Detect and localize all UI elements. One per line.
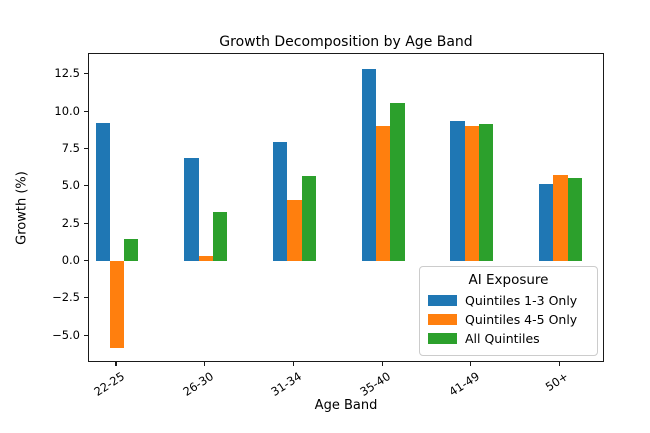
x-tick-label: 50+ xyxy=(542,369,571,394)
x-tick-mark xyxy=(381,362,383,366)
legend-item: Quintiles 1-3 Only xyxy=(428,291,589,310)
y-tick-mark xyxy=(84,259,88,262)
legend-item: Quintiles 4-5 Only xyxy=(428,310,589,329)
x-tick-label: 35-40 xyxy=(357,369,394,399)
x-tick-mark xyxy=(292,362,294,366)
bar-series3-26-30 xyxy=(212,212,228,262)
x-tick-mark xyxy=(204,362,206,366)
y-tick-label: 2.5 xyxy=(61,215,80,230)
y-tick-mark xyxy=(84,185,88,187)
y-tick-label: 0.0 xyxy=(61,252,80,267)
bar-series1-35-40 xyxy=(361,68,376,262)
legend-item-label: Quintiles 4-5 Only xyxy=(465,312,578,327)
x-tick-mark xyxy=(115,362,117,366)
legend-swatch-icon xyxy=(428,333,457,344)
legend-swatch-icon xyxy=(428,314,457,325)
bar-series1-31-34 xyxy=(272,142,288,262)
bar-series3-35-40 xyxy=(390,103,405,262)
x-axis-label: Age Band xyxy=(314,398,378,413)
bar-series3-41-49 xyxy=(478,124,494,262)
bar-series2-26-30 xyxy=(198,255,213,262)
x-tick-label: 26-30 xyxy=(180,369,216,399)
bar-series2-41-49 xyxy=(464,125,479,262)
bar-series2-35-40 xyxy=(375,125,391,262)
bar-series2-22-25 xyxy=(109,261,125,349)
y-tick-label: −2.5 xyxy=(52,290,80,305)
bar-series1-22-25 xyxy=(95,122,110,262)
bar-series2-31-34 xyxy=(287,200,302,262)
legend-title: AI Exposure xyxy=(468,272,549,288)
y-tick-mark xyxy=(84,147,88,150)
bar-series1-26-30 xyxy=(184,158,199,262)
bar-series3-31-34 xyxy=(301,176,316,262)
y-axis-label: Growth (%) xyxy=(14,171,30,245)
y-tick-mark xyxy=(84,334,88,336)
x-tick-mark xyxy=(558,362,561,366)
legend: AI Exposure Quintiles 1-3 Only Quintiles … xyxy=(419,266,598,356)
x-tick-mark xyxy=(470,362,472,366)
x-tick-label: 41-49 xyxy=(446,369,482,399)
y-tick-mark xyxy=(84,110,88,112)
bar-series3-50+ xyxy=(567,177,582,262)
y-tick-mark xyxy=(84,297,88,299)
bar-series2-50+ xyxy=(553,174,568,262)
y-tick-mark xyxy=(84,73,88,75)
bar-series3-22-25 xyxy=(124,239,139,262)
y-tick-label: 7.5 xyxy=(61,141,80,156)
y-tick-label: −5.0 xyxy=(52,327,80,342)
bar-series1-41-49 xyxy=(450,121,465,262)
bar-series1-50+ xyxy=(539,183,554,262)
y-tick-label: 12.5 xyxy=(54,66,80,81)
y-tick-mark xyxy=(84,222,88,224)
chart-title: Growth Decomposition by Age Band xyxy=(219,34,473,50)
legend-swatch-icon xyxy=(428,295,457,306)
y-tick-label: 5.0 xyxy=(61,178,80,193)
legend-item-label: Quintiles 1-3 Only xyxy=(465,293,578,308)
legend-items: Quintiles 1-3 Only Quintiles 4-5 Only All … xyxy=(428,291,589,348)
legend-item: All Quintiles xyxy=(428,329,589,348)
x-tick-label: 31-34 xyxy=(268,369,305,399)
legend-item-label: All Quintiles xyxy=(465,331,540,346)
plot-area xyxy=(88,53,604,362)
x-tick-label: 22-25 xyxy=(91,369,128,399)
y-tick-label: 10.0 xyxy=(54,103,80,118)
